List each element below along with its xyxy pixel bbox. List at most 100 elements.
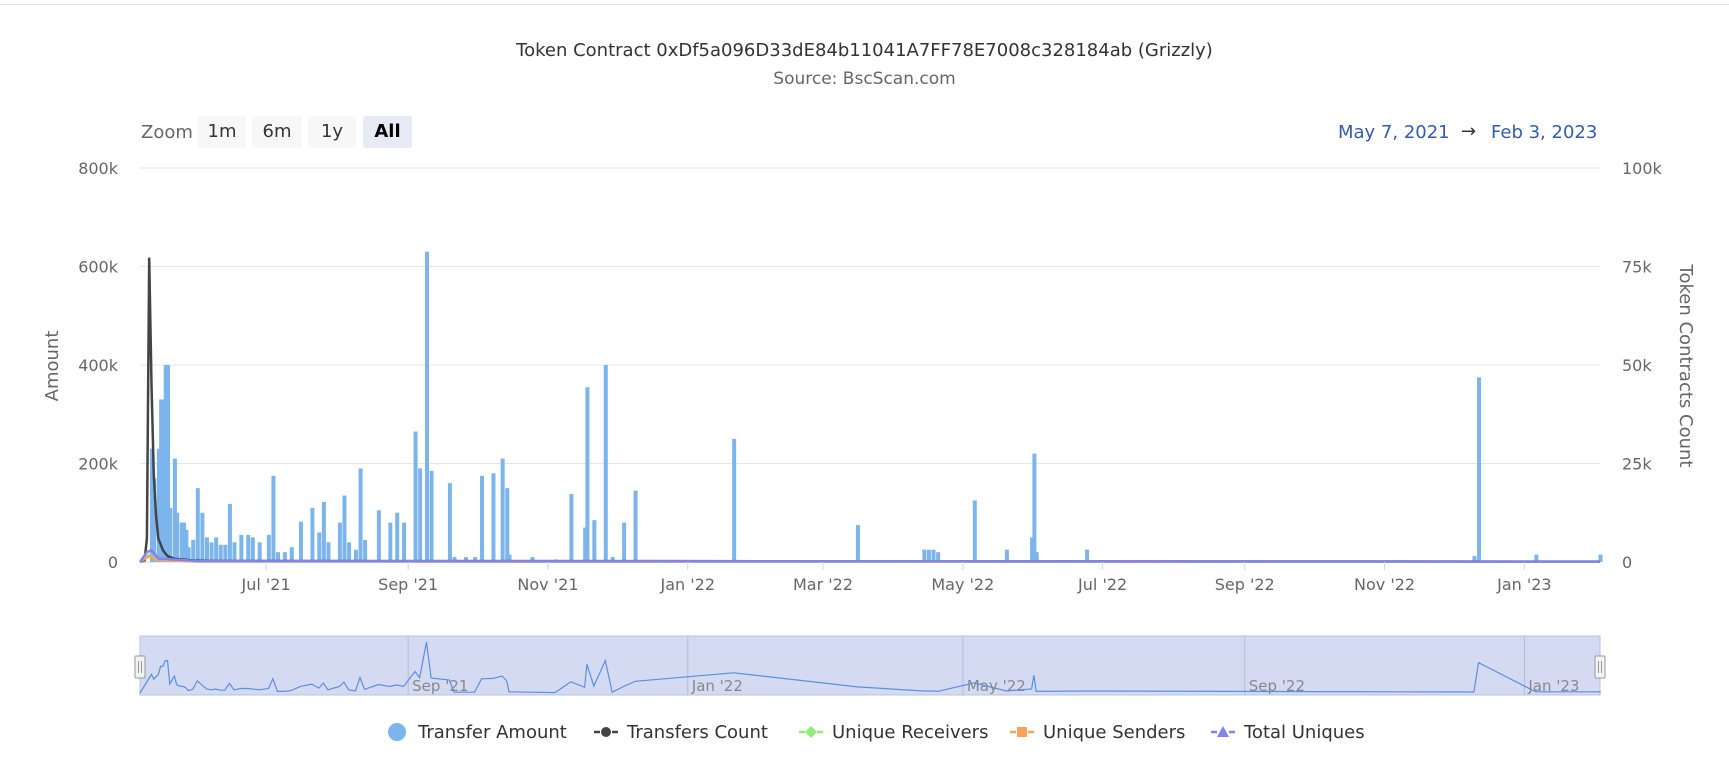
- chart-top-border: [0, 0, 1729, 5]
- transfer-amount-bar: [337, 522, 342, 562]
- legend-item-unique-receivers[interactable]: Unique Receivers: [798, 720, 988, 744]
- transfer-amount-bar: [610, 557, 615, 562]
- transfer-amount-bar: [926, 549, 931, 562]
- transfer-amount-bar: [402, 522, 407, 562]
- transfer-amount-bar: [1534, 554, 1539, 562]
- transfer-amount-bar: [227, 503, 232, 562]
- chart-subtitle: Source: BscScan.com: [773, 69, 956, 89]
- transfer-amount-bar: [1030, 537, 1035, 562]
- transfer-amount-bar: [1004, 549, 1009, 562]
- transfer-amount-bar: [191, 539, 196, 562]
- legend-symbol-diamond-line-icon: [799, 726, 823, 738]
- navigator-tick-label: May '22: [967, 677, 1026, 695]
- legend-symbol-triangle-line-icon: [1211, 726, 1235, 737]
- chart-title: Token Contract 0xDf5a096D33dE84b11041A7F…: [516, 40, 1213, 61]
- grid-lines: [140, 167, 1600, 563]
- transfer-amount-bar: [1032, 453, 1037, 562]
- transfer-amount-bar: [342, 495, 347, 562]
- transfer-amount-bar: [1085, 549, 1090, 562]
- y-axis-left-title: Amount: [42, 331, 63, 402]
- navigator-tick-label: Sep '22: [1249, 677, 1305, 695]
- transfer-amount-bar: [936, 552, 941, 562]
- total-uniques-line: [138, 548, 1601, 563]
- transfer-amount-bar: [491, 473, 496, 562]
- transfer-amount-bar: [473, 557, 478, 562]
- legend-item-total-uniques[interactable]: Total Uniques: [1210, 720, 1365, 744]
- navigator-selection: [139, 635, 1601, 696]
- transfer-amount-bar: [276, 552, 281, 562]
- x-tick-label: Sep '21: [378, 575, 438, 594]
- transfer-amount-bar: [358, 468, 363, 562]
- legend-label: Unique Senders: [1043, 721, 1186, 743]
- range-from-input[interactable]: May 7, 2021: [1338, 122, 1450, 143]
- transfer-amount-bar: [298, 521, 303, 562]
- transfer-amount-bar: [569, 494, 574, 562]
- transfer-amount-bar: [931, 549, 936, 562]
- transfer-amount-bar: [179, 522, 184, 562]
- transfer-amount-bar: [257, 542, 262, 562]
- transfer-amount-bar: [732, 438, 737, 562]
- legend-label: Total Uniques: [1244, 721, 1365, 743]
- transfer-amount-bars: [149, 251, 1603, 562]
- transfer-amount-bar: [1472, 556, 1477, 562]
- transfer-amount-bar: [413, 431, 418, 562]
- transfer-amount-bar: [159, 399, 164, 562]
- transfer-amount-bar: [585, 387, 590, 562]
- y-left-tick-label: 200k: [78, 455, 119, 474]
- y-axis-left: 0 200k 400k 600k 800k: [78, 159, 119, 572]
- transfer-amount-bar: [175, 512, 180, 562]
- transfer-amount-bar: [266, 534, 271, 562]
- transfer-amount-bar: [310, 507, 315, 562]
- transfer-amount-bar: [246, 534, 251, 562]
- transfer-amount-bar: [195, 488, 200, 562]
- transfer-amount-bar: [204, 537, 209, 562]
- x-tick-label: Mar '22: [793, 575, 853, 594]
- zoom-all-button[interactable]: All: [363, 116, 412, 148]
- transfer-amount-bar: [507, 554, 512, 562]
- unique-senders-line: [139, 554, 1601, 564]
- transfer-amount-bar: [250, 537, 255, 562]
- y-right-tick-label: 75k: [1622, 258, 1652, 277]
- x-tick-label: Jul '21: [240, 575, 290, 594]
- navigator-tick-label: Jan '22: [691, 677, 743, 695]
- transfer-amount-bar: [289, 547, 294, 562]
- zoom-1y-button[interactable]: 1y: [308, 116, 356, 148]
- navigator-handle-left: [134, 655, 146, 679]
- transfer-amount-bar: [425, 251, 430, 562]
- transfer-amount-bar: [418, 468, 423, 562]
- transfer-amount-bar: [553, 559, 558, 562]
- transfer-amount-bar: [395, 512, 400, 562]
- transfer-amount-bar: [223, 544, 228, 562]
- transfer-amount-bar: [168, 507, 173, 562]
- legend-label: Unique Receivers: [832, 721, 989, 743]
- legend-symbol-square-line-icon: [1010, 727, 1034, 737]
- transfer-amount-bar: [463, 557, 468, 562]
- y-left-tick-label: 0: [108, 553, 118, 572]
- y-left-tick-label: 800k: [78, 159, 119, 178]
- legend-item-transfer-amount[interactable]: Transfer Amount: [384, 720, 567, 744]
- y-right-tick-label: 25k: [1622, 455, 1652, 474]
- transfer-amount-bar: [583, 527, 588, 562]
- transfer-amount-bar: [161, 399, 166, 562]
- transfer-amount-bar: [149, 448, 154, 562]
- transfer-amount-bar: [184, 529, 189, 562]
- range-to-input[interactable]: Feb 3, 2023: [1491, 122, 1598, 143]
- transfer-amount-bar: [166, 365, 171, 562]
- zoom-6m-button[interactable]: 6m: [252, 116, 302, 148]
- transfer-amount-bar: [388, 522, 393, 562]
- transfer-amount-bar: [172, 458, 177, 562]
- y-axis-right: 0 25k 50k 75k 100k: [1622, 159, 1663, 572]
- transfer-amount-bar: [1598, 554, 1603, 562]
- legend-item-unique-senders[interactable]: Unique Senders: [1009, 720, 1185, 744]
- transfer-amount-bar: [239, 534, 244, 562]
- transfer-amount-bar: [633, 490, 638, 562]
- transfer-amount-bar: [1477, 377, 1482, 562]
- transfer-amount-bar: [182, 522, 187, 562]
- transfer-amount-bar: [321, 501, 326, 562]
- zoom-1m-button[interactable]: 1m: [198, 116, 246, 148]
- transfers-count-line: [139, 257, 1601, 564]
- transfer-amount-bar: [530, 557, 535, 562]
- y-axis-right-title: Token Contracts Count: [1675, 264, 1696, 468]
- transfer-amount-bar: [156, 448, 161, 562]
- legend-item-transfers-count[interactable]: Transfers Count: [593, 720, 768, 744]
